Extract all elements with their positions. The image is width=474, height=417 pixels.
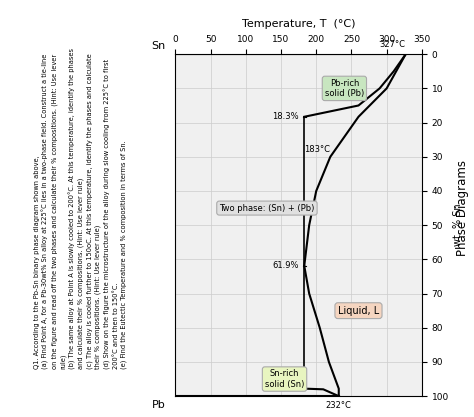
Text: Pb: Pb [152,399,165,409]
Text: 97.8%: 97.8% [272,384,299,393]
Text: 232°C: 232°C [326,401,352,410]
Title: Temperature, T  (°C): Temperature, T (°C) [242,19,356,29]
Text: Pb-rich
solid (Pb): Pb-rich solid (Pb) [325,79,364,98]
Text: 61.9%: 61.9% [272,261,299,270]
Text: Phase Diagrams: Phase Diagrams [456,161,469,256]
Text: 183°C: 183°C [304,146,330,154]
Text: Two phase: (Sn) + (Pb): Two phase: (Sn) + (Pb) [219,203,315,213]
Text: Q1. According to the Pb-Sn binary phase diagram shown above,
(a) Find Point A, f: Q1. According to the Pb-Sn binary phase … [34,48,128,369]
Y-axis label: wt. % Sn: wt. % Sn [453,204,463,246]
Text: Sn-rich
solid (Sn): Sn-rich solid (Sn) [265,369,304,389]
Text: 18.3%: 18.3% [272,112,299,121]
Text: Liquid, L: Liquid, L [338,306,379,316]
Text: 327°C: 327°C [380,40,406,49]
Text: Sn: Sn [151,41,165,51]
